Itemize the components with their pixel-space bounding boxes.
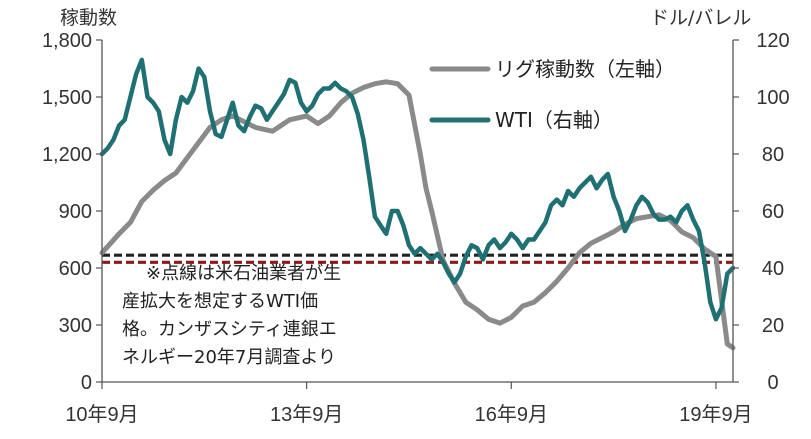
annotation-line-1: ※点線は米石油業者が生 [146,263,341,284]
right-tick-label: 80 [762,144,784,166]
right-axis-title: ドル/バレル [650,7,751,29]
left-tick-label: 1,800 [42,30,92,52]
axes: 0 300 600 900 1,200 1,500 1,800 0 20 40 60 80 100 120… [42,30,790,426]
x-tick-label: 13年9月 [270,403,343,426]
right-tick-label: 0 [767,372,778,394]
right-tick-label: 120 [756,30,789,52]
legend-label-wti: WTI（右軸） [495,108,613,132]
reference-lines [102,253,733,264]
series-line-wti [99,57,736,322]
annotation-note: ※点線は米石油業者が生 産拡大を想定するWTI価 格。カンザスシティ連銀エ ネル… [122,263,341,368]
left-tick-label: 300 [59,315,92,337]
right-tick-label: 40 [762,258,784,280]
legend-label-rig-count: リグ稼動数（左軸） [495,57,675,81]
right-tick-label: 60 [762,201,784,223]
x-tick-label: 19年9月 [679,403,752,426]
left-axis-title: 稼動数 [60,7,117,29]
annotation-line-3: 格。カンザスシティ連銀エ [122,319,337,340]
x-tick-label: 16年9月 [475,403,548,426]
left-tick-label: 1,500 [42,87,92,109]
annotation-line-2: 産拡大を想定するWTI価 [122,291,318,312]
left-tick-label: 1,200 [42,144,92,166]
left-tick-label: 0 [81,372,92,394]
x-tick-label: 10年9月 [65,403,138,426]
left-tick-label: 600 [59,258,92,280]
annotation-line-4: ネルギー20年7月調査より [122,347,336,368]
legend: リグ稼動数（左軸） WTI（右軸） [429,57,675,132]
right-tick-label: 100 [756,87,789,109]
left-tick-label: 900 [59,201,92,223]
right-tick-label: 20 [762,315,784,337]
series-lines [99,57,736,351]
